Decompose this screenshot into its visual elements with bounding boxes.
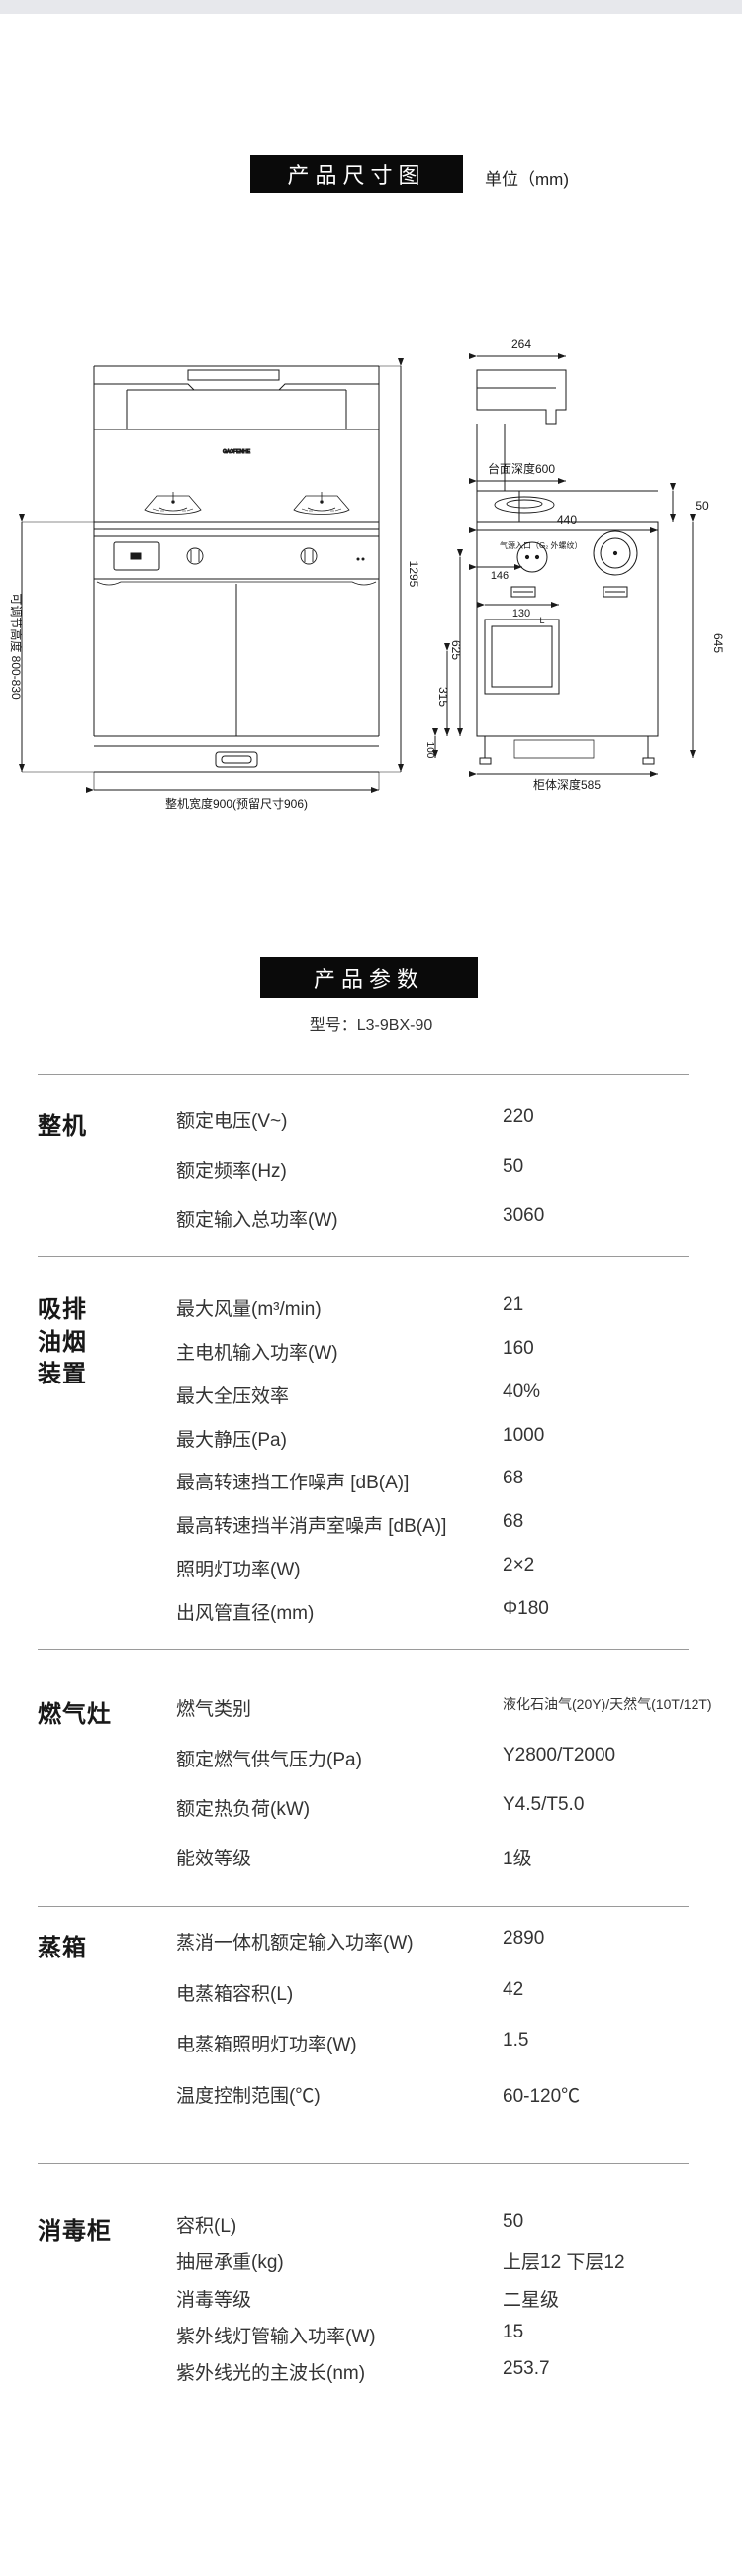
svg-text:130: 130 <box>512 608 530 620</box>
svg-text:整机宽度900(预留尺寸906): 整机宽度900(预留尺寸906) <box>165 796 308 811</box>
svg-text:可调节高度 800-830: 可调节高度 800-830 <box>9 593 24 700</box>
svg-text:625: 625 <box>449 640 463 660</box>
svg-text:柜体深度585: 柜体深度585 <box>533 777 601 792</box>
svg-text:L: L <box>539 616 544 625</box>
svg-text:100: 100 <box>424 742 435 759</box>
svg-text:315: 315 <box>436 687 450 707</box>
svg-text:645: 645 <box>711 633 725 653</box>
svg-text:440: 440 <box>557 513 577 526</box>
svg-text:台面深度600: 台面深度600 <box>488 461 555 476</box>
svg-text:50: 50 <box>696 499 709 513</box>
svg-text:264: 264 <box>511 337 531 351</box>
svg-text:气源入口（G₂ 外螺纹）: 气源入口（G₂ 外螺纹） <box>500 540 583 550</box>
svg-text:146: 146 <box>491 570 509 582</box>
svg-text:1295: 1295 <box>407 561 420 588</box>
svg-text:GAOFENHE: GAOFENHE <box>223 449 251 455</box>
